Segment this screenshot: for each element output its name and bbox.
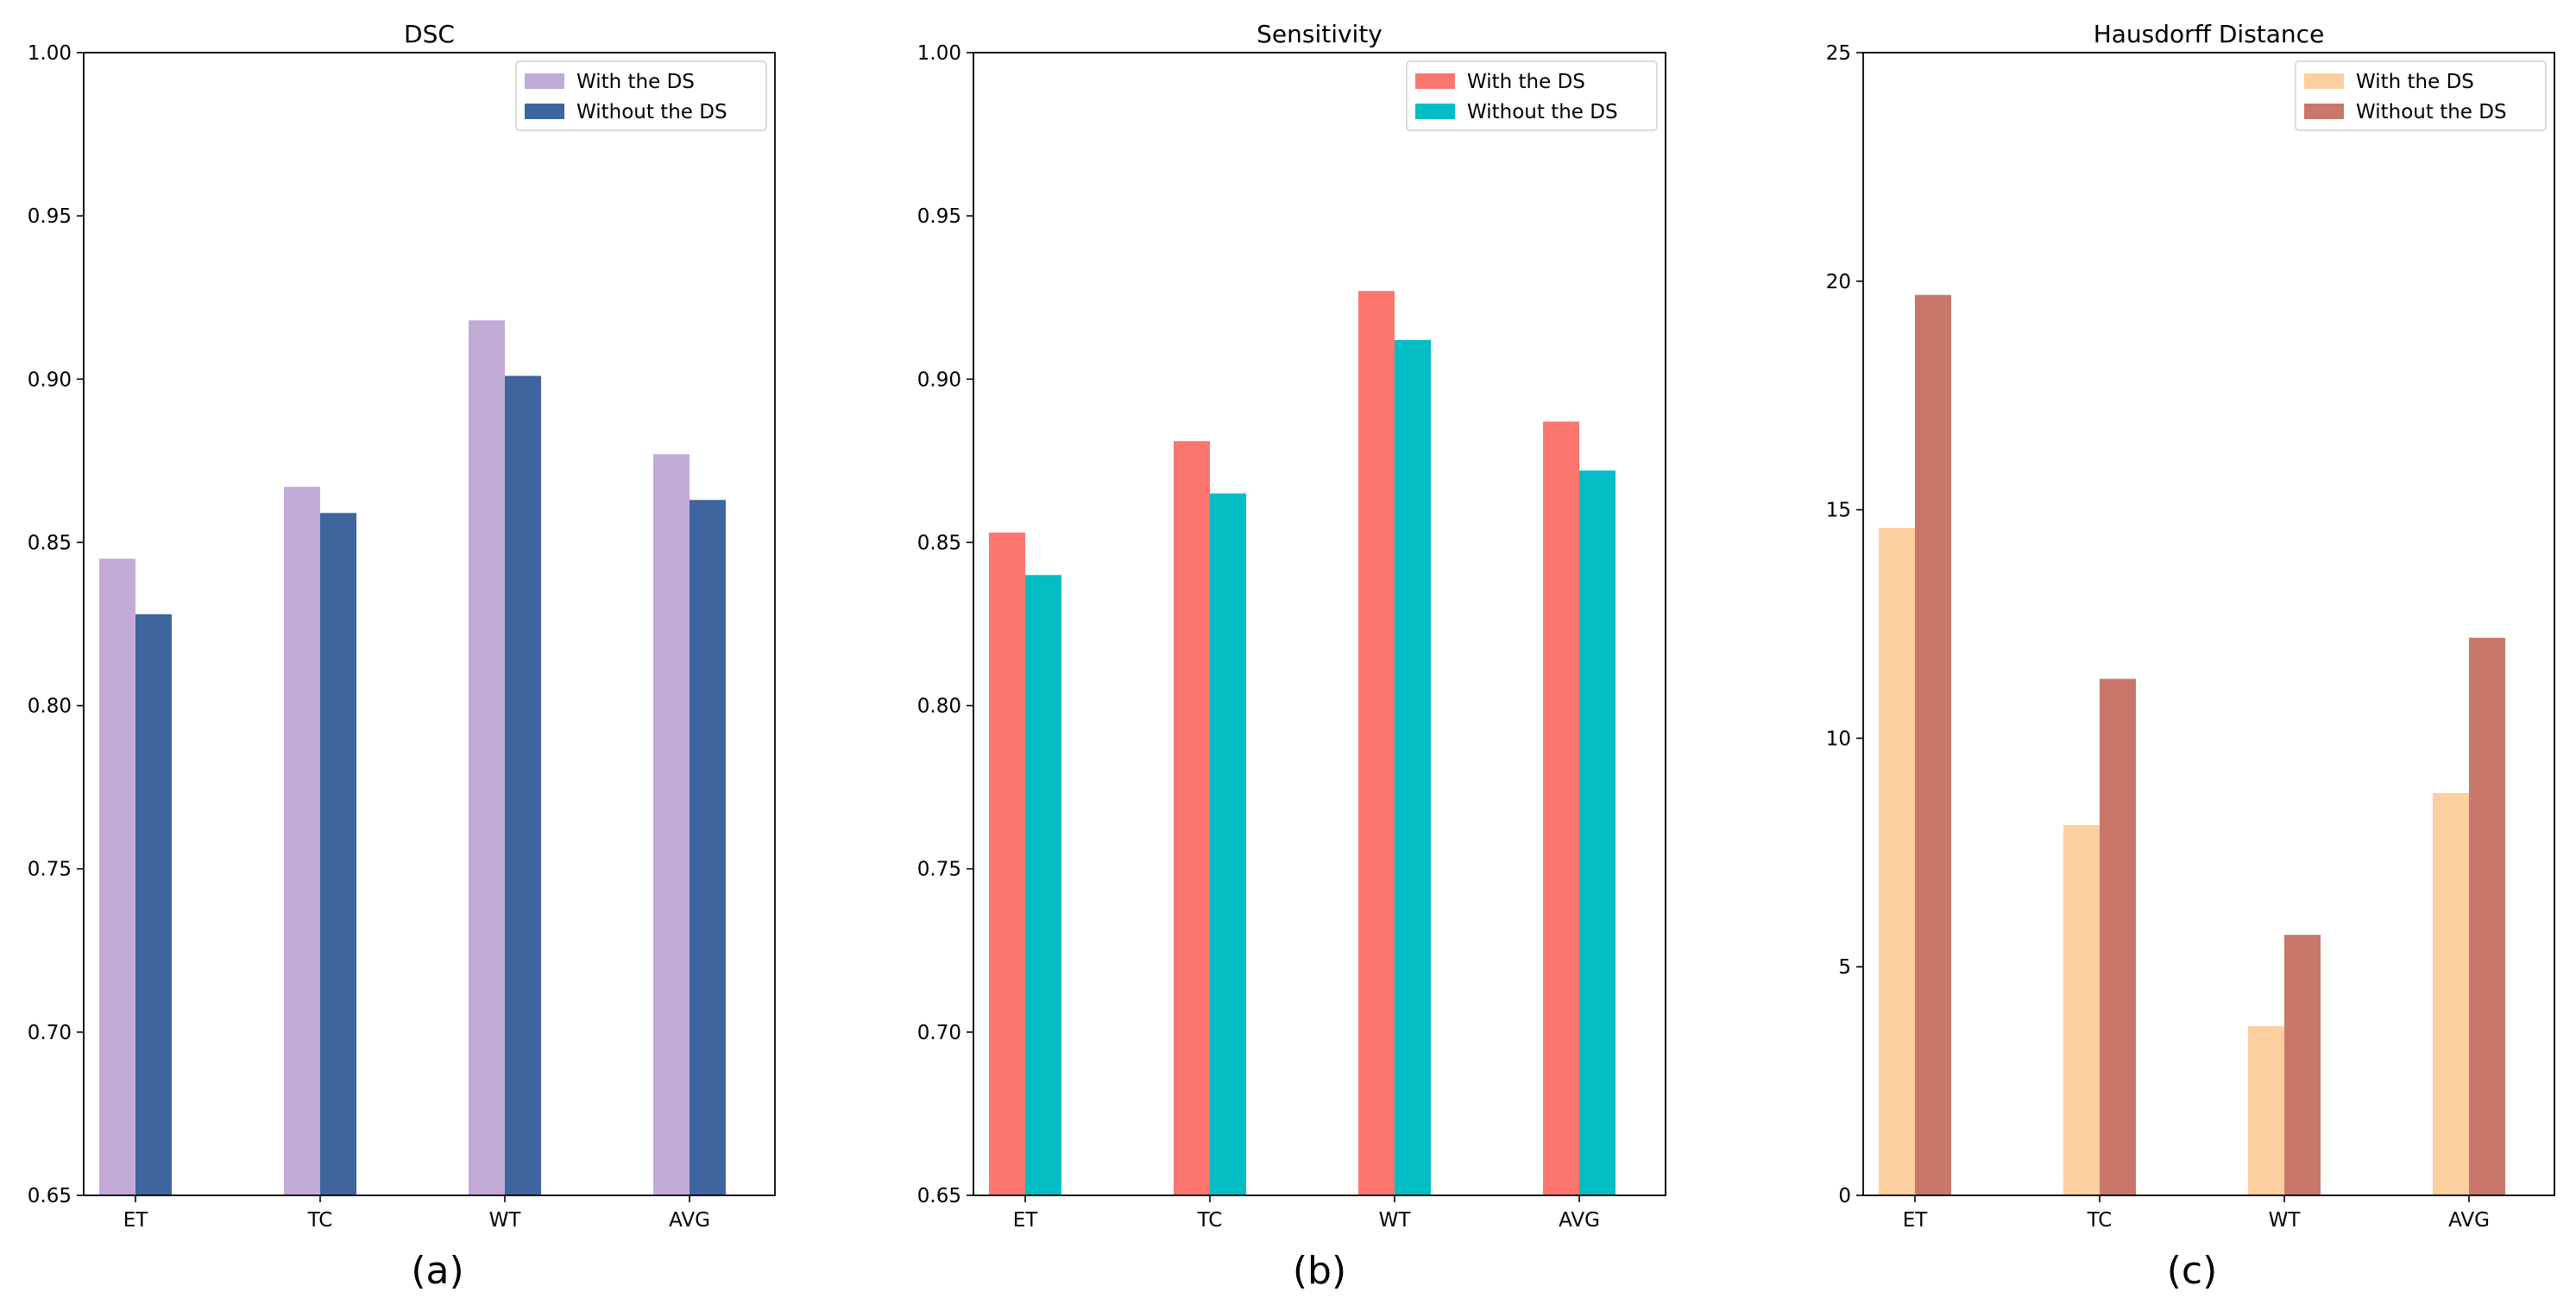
bar-tc-with-ds xyxy=(284,487,320,1195)
y-tick-label: 0.85 xyxy=(917,532,961,554)
legend-box xyxy=(515,60,767,131)
y-tick-label: 0.75 xyxy=(28,859,72,881)
y-tick-label: 0.90 xyxy=(28,369,72,391)
plot-frame xyxy=(1862,52,2555,1196)
y-tick-label: 0.80 xyxy=(28,696,72,718)
legend-box xyxy=(1406,60,1658,131)
x-tick-label: TC xyxy=(307,1209,333,1232)
bar-avg-with-ds xyxy=(2433,792,2469,1195)
bar-tc-without-ds xyxy=(2100,678,2136,1195)
bar-avg-with-ds xyxy=(653,454,690,1195)
bar-wt-with-ds xyxy=(1358,291,1395,1195)
x-tick-label: ET xyxy=(123,1209,149,1232)
plot-frame xyxy=(973,52,1666,1196)
legend-label: Without the DS xyxy=(576,101,727,123)
legend-swatch xyxy=(525,73,564,89)
y-tick-label: 0 xyxy=(1838,1185,1851,1207)
panel-caption: (c) xyxy=(2167,1249,2218,1293)
bar-avg-without-ds xyxy=(1579,470,1616,1195)
y-tick-label: 0.70 xyxy=(917,1022,961,1044)
y-tick-label: 0.95 xyxy=(28,205,72,228)
x-tick-label: TC xyxy=(2087,1209,2113,1232)
legend-swatch xyxy=(1415,104,1455,119)
legend-label: Without the DS xyxy=(1467,101,1618,123)
x-tick-label: AVG xyxy=(1559,1209,1600,1232)
y-tick-label: 15 xyxy=(1826,500,1851,522)
legend-label: With the DS xyxy=(1467,71,1585,93)
legend-swatch xyxy=(2304,104,2344,119)
x-tick-label: AVG xyxy=(669,1209,710,1232)
x-tick-label: WT xyxy=(489,1209,522,1232)
y-tick-label: 0.65 xyxy=(917,1185,961,1207)
bar-et-with-ds xyxy=(989,533,1025,1195)
bar-tc-with-ds xyxy=(1174,441,1210,1195)
bar-avg-without-ds xyxy=(690,500,726,1195)
y-tick-label: 0.65 xyxy=(28,1185,72,1207)
y-tick-label: 0.95 xyxy=(917,205,961,228)
legend-label: With the DS xyxy=(2356,71,2474,93)
bar-wt-with-ds xyxy=(2248,1026,2284,1195)
bar-wt-without-ds xyxy=(505,375,541,1195)
legend-label: Without the DS xyxy=(2356,101,2507,123)
legend-label: With the DS xyxy=(576,71,695,93)
legend-swatch xyxy=(525,104,564,119)
y-tick-label: 10 xyxy=(1826,728,1851,750)
panel-caption: (a) xyxy=(411,1249,463,1293)
legend: With the DS Without the DS xyxy=(2295,60,2547,131)
y-tick-label: 1.00 xyxy=(917,42,961,65)
x-tick-label: TC xyxy=(1197,1209,1223,1232)
y-tick-label: 0.90 xyxy=(917,369,961,391)
chart-panel-1: DSC ET TC WT AVG 0.65 0.70 0.75 0.80 0.85 0.90 0.95… xyxy=(28,20,776,1293)
x-tick-label: WT xyxy=(2269,1209,2302,1232)
panel-caption: (b) xyxy=(1293,1249,1346,1293)
legend-swatch xyxy=(2304,73,2344,89)
chart-title: Sensitivity xyxy=(1257,20,1382,48)
y-tick-label: 0.85 xyxy=(28,532,72,554)
bar-et-without-ds xyxy=(135,614,172,1195)
bar-tc-without-ds xyxy=(320,513,356,1195)
bar-tc-with-ds xyxy=(2063,825,2100,1195)
legend-swatch xyxy=(1415,73,1455,89)
y-tick-label: 1.00 xyxy=(28,42,72,65)
y-tick-label: 20 xyxy=(1826,271,1851,293)
x-tick-label: ET xyxy=(1903,1209,1929,1232)
chart-panel-3: Hausdorff Distance ET TC WT AVG 0 5 10 15 20 25 Wit… xyxy=(1826,20,2555,1293)
y-tick-label: 25 xyxy=(1826,42,1851,65)
x-tick-label: AVG xyxy=(2448,1209,2490,1232)
y-tick-label: 0.80 xyxy=(917,696,961,718)
plot-frame xyxy=(83,52,776,1196)
bar-et-without-ds xyxy=(1025,575,1061,1195)
y-tick-label: 0.70 xyxy=(28,1022,72,1044)
bar-et-with-ds xyxy=(1879,527,1915,1195)
bar-avg-without-ds xyxy=(2469,637,2505,1195)
bar-wt-with-ds xyxy=(469,320,505,1195)
x-tick-label: ET xyxy=(1013,1209,1039,1232)
bar-et-with-ds xyxy=(99,558,135,1195)
y-tick-label: 0.75 xyxy=(917,859,961,881)
bar-et-without-ds xyxy=(1915,294,1951,1195)
y-tick-label: 5 xyxy=(1838,956,1851,979)
chart-title: Hausdorff Distance xyxy=(2094,20,2325,48)
bar-avg-with-ds xyxy=(1543,421,1579,1195)
chart-panel-2: Sensitivity ET TC WT AVG 0.65 0.70 0.75 0.80 0.85… xyxy=(917,20,1666,1293)
legend: With the DS Without the DS xyxy=(515,60,767,131)
chart-title: DSC xyxy=(404,20,455,48)
bar-wt-without-ds xyxy=(1395,339,1431,1195)
legend: With the DS Without the DS xyxy=(1406,60,1658,131)
x-tick-label: WT xyxy=(1379,1209,1412,1232)
bar-wt-without-ds xyxy=(2284,935,2321,1195)
legend-box xyxy=(2295,60,2547,131)
bar-tc-without-ds xyxy=(1210,493,1246,1195)
